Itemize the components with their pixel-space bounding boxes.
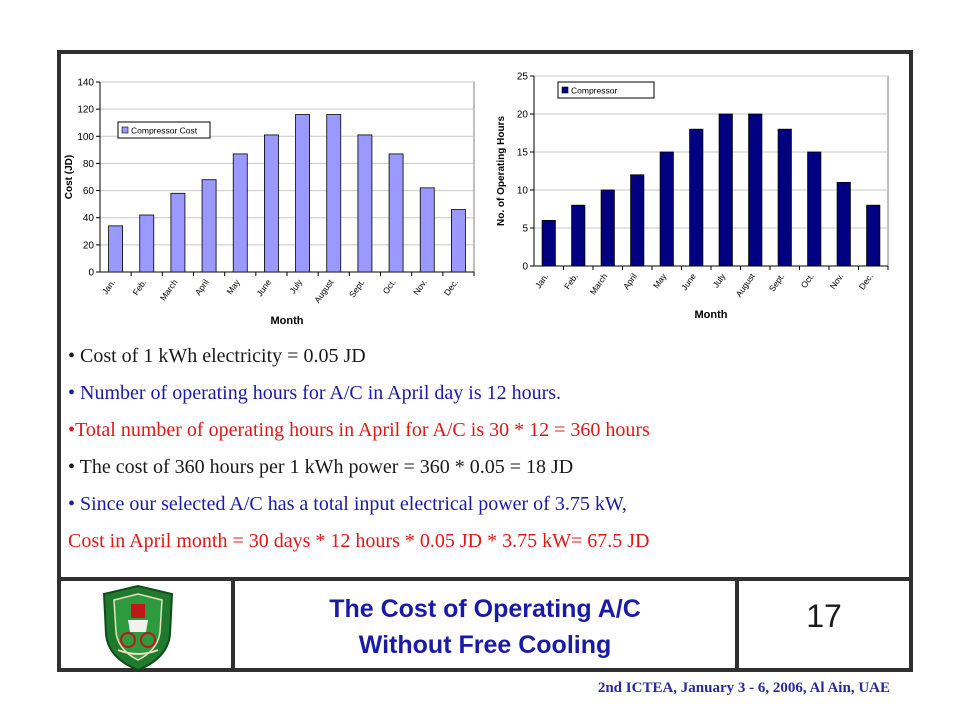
bar: [232, 153, 248, 273]
bullet-input-power: • Since our selected A/C has a total inp…: [68, 493, 627, 515]
divider: [231, 577, 235, 668]
x-tick-label: Nov.: [828, 271, 846, 291]
y-tick-label: 15: [517, 148, 529, 159]
bullet-april-cost: Cost in April month = 30 days * 12 hours…: [68, 530, 650, 552]
bar: [170, 192, 186, 273]
x-tick-label: Dec.: [442, 277, 460, 297]
x-tick-label: Feb.: [130, 277, 148, 297]
x-tick-label: Jan.: [100, 277, 117, 296]
x-tick-label: June: [679, 271, 698, 292]
legend-swatch: [121, 126, 129, 134]
x-tick-label: April: [193, 277, 211, 297]
x-tick-label: Jan.: [533, 271, 550, 290]
x-tick-label: Nov.: [411, 277, 429, 297]
x-tick-label: August: [734, 271, 758, 299]
x-tick-label: Oct.: [799, 271, 816, 290]
y-axis-title: No. of Operating Hours: [496, 116, 507, 226]
bar: [659, 151, 674, 267]
bar: [600, 189, 615, 267]
y-tick-label: 10: [517, 186, 529, 197]
y-tick-label: 5: [522, 224, 528, 235]
bar: [571, 204, 586, 267]
x-tick-label: March: [588, 271, 610, 296]
slide-frame: [57, 50, 913, 672]
x-tick-label: Dec.: [857, 271, 875, 291]
x-tick-label: Sept.: [767, 271, 787, 293]
y-axis-title: Cost (JD): [64, 155, 75, 199]
legend-swatch: [561, 86, 569, 94]
legend: [557, 81, 655, 99]
x-tick-label: June: [254, 277, 273, 298]
y-tick-label: 20: [517, 110, 529, 121]
x-tick-label: April: [621, 271, 639, 291]
y-tick-label: 40: [83, 213, 95, 224]
bullet-april-total-hours: •Total number of operating hours in Apri…: [68, 419, 650, 441]
university-crest-icon: [102, 584, 174, 672]
bar: [139, 214, 155, 273]
bullet-list: • Cost of 1 kWh electricity = 0.05 JD • …: [68, 338, 908, 560]
x-tick-label: August: [312, 277, 336, 305]
bar: [777, 128, 792, 267]
bullet-electricity-cost: • Cost of 1 kWh electricity = 0.05 JD: [68, 345, 366, 367]
x-tick-label: May: [224, 277, 242, 297]
bar: [326, 114, 342, 273]
bar: [807, 151, 822, 267]
bar: [357, 134, 373, 273]
y-tick-label: 0: [522, 262, 528, 273]
x-tick-label: Oct.: [381, 277, 398, 296]
bar: [748, 113, 763, 267]
bar: [388, 153, 404, 273]
y-tick-label: 0: [88, 268, 94, 279]
bar: [108, 225, 123, 273]
y-tick-label: 80: [83, 159, 95, 170]
x-tick-label: Feb.: [562, 271, 580, 291]
y-tick-label: 60: [83, 186, 95, 197]
divider: [735, 577, 739, 668]
x-axis-title: Month: [695, 309, 728, 321]
slide-title-line: The Cost of Operating A/C: [329, 595, 641, 623]
compressor-cost-chart: 0 20 40 60 80 100 120 140 Jan. Feb. March April May J…: [62, 70, 480, 328]
x-tick-label: July: [711, 271, 728, 290]
legend-label: Compressor Cost: [131, 126, 198, 136]
slide-title: The Cost of Operating A/C Without Free C…: [237, 591, 733, 663]
legend: [117, 121, 211, 139]
page-number: 17: [806, 598, 842, 634]
bullet-cost-per-kwh: • The cost of 360 hours per 1 kWh power …: [68, 456, 574, 478]
bullet-april-daily-hours: • Number of operating hours for A/C in A…: [68, 382, 562, 404]
plot-area: [99, 81, 475, 273]
legend-label: Compressor: [571, 86, 617, 96]
bar: [295, 114, 310, 273]
x-axis-title: Month: [271, 315, 304, 327]
y-tick-label: 140: [77, 78, 94, 89]
divider: [57, 577, 913, 581]
x-tick-label: Sept.: [347, 277, 367, 299]
bar: [264, 134, 279, 273]
bar: [451, 209, 466, 273]
bar: [201, 179, 217, 273]
bar: [718, 113, 733, 267]
plot-area: [533, 75, 889, 267]
y-tick-label: 100: [77, 132, 94, 143]
x-tick-label: March: [158, 277, 180, 302]
bar: [689, 128, 704, 267]
bar: [541, 219, 556, 267]
bar: [866, 204, 881, 267]
x-tick-label: May: [651, 271, 669, 291]
y-tick-label: 20: [83, 240, 95, 251]
x-tick-label: July: [287, 277, 304, 296]
chart-svg: 0 5 10 15 20 25 Jan. Feb. March April May June July A…: [496, 72, 889, 321]
slide-title-line: Without Free Cooling: [358, 631, 612, 659]
bar: [419, 187, 435, 273]
operating-hours-chart: 0 5 10 15 20 25 Jan. Feb. March April May June July A…: [494, 60, 894, 322]
y-tick-label: 25: [517, 72, 529, 83]
y-tick-label: 120: [77, 105, 94, 116]
conference-footer: 2nd ICTEA, January 3 - 6, 2006, Al Ain, …: [597, 680, 890, 696]
bar: [630, 174, 645, 267]
chart-svg: 0 20 40 60 80 100 120 140 Jan. Feb. March April May J…: [64, 78, 475, 327]
bar: [836, 182, 851, 267]
